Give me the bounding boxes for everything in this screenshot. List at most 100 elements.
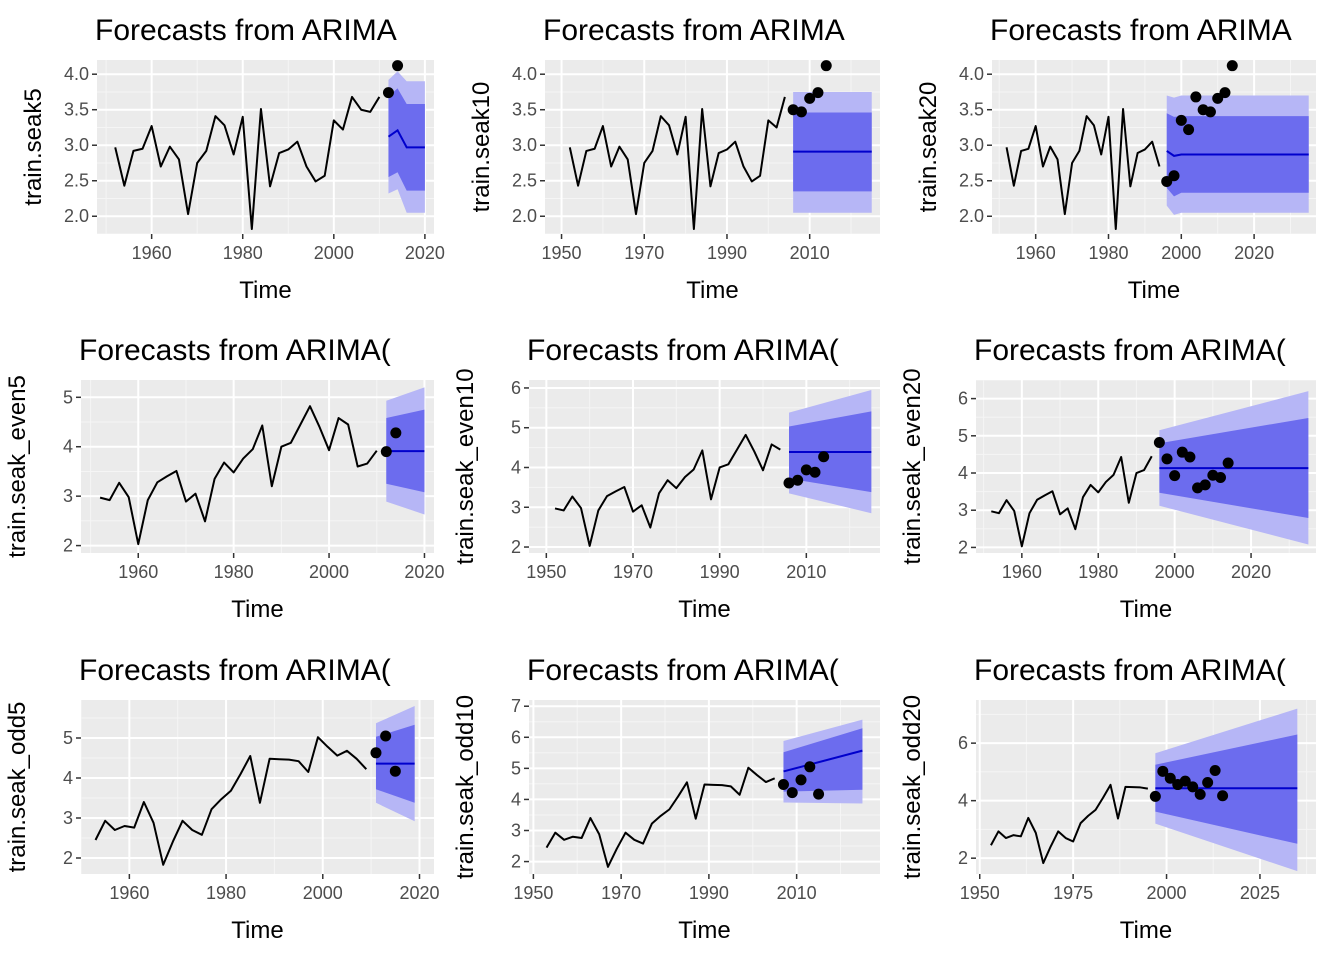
x-axis-title: Time [1128, 277, 1180, 304]
observed-point [1179, 775, 1191, 787]
x-axis-title: Time [231, 596, 283, 623]
observed-point [783, 477, 795, 489]
y-tick-label: 4 [958, 463, 968, 483]
x-tick-label: 1950 [513, 883, 553, 903]
y-tick-label: 3 [958, 500, 968, 520]
chart-title: Forecasts from ARIMA( [527, 334, 839, 367]
x-tick-label: 2010 [790, 243, 830, 263]
observed-point [812, 87, 824, 99]
chart-title: Forecasts from ARIMA [95, 14, 397, 47]
training-series-line [94, 736, 368, 866]
observed-point [380, 730, 392, 742]
x-tick-label: 2000 [303, 883, 343, 903]
y-tick-label: 4 [511, 457, 521, 477]
x-tick-label: 1960 [1002, 562, 1042, 582]
y-tick-label: 2 [63, 536, 73, 556]
observed-point [1219, 87, 1231, 99]
x-tick-label: 2025 [1240, 883, 1280, 903]
x-tick-label: 1980 [214, 562, 254, 582]
x-tick-label: 1950 [542, 243, 582, 263]
x-tick-label: 1975 [1053, 883, 1093, 903]
y-axis-title: train.seak_odd10 [452, 695, 479, 879]
observed-point [1226, 60, 1238, 72]
x-tick-label: 2020 [1234, 243, 1274, 263]
training-series-line [568, 96, 786, 231]
observed-point [380, 446, 392, 458]
x-tick-label: 1960 [118, 562, 158, 582]
y-tick-label: 2.0 [512, 206, 537, 226]
observed-point [1157, 765, 1169, 777]
observed-point [1169, 470, 1181, 482]
x-tick-label: 1960 [109, 883, 149, 903]
y-axis-title: train.seak_odd5 [4, 702, 31, 873]
chart-panel-4: 2 3 4 5 1960 1980 2000 2020 Time train.seak_even5… [4, 334, 444, 623]
observed-point [800, 464, 812, 476]
x-tick-label: 2000 [1155, 562, 1195, 582]
y-tick-label: 6 [511, 378, 521, 398]
observed-point [813, 788, 825, 800]
chart-panel-3: 2.0 2.5 3.0 3.5 4.0 1960 1980 2000 2020 Time train… [915, 14, 1316, 304]
x-tick-label: 1950 [526, 562, 566, 582]
x-tick-label: 1970 [624, 243, 664, 263]
y-tick-label: 6 [958, 733, 968, 753]
y-tick-label: 3 [63, 808, 73, 828]
observed-point [1199, 479, 1211, 491]
observed-point [1187, 781, 1199, 793]
grid [81, 700, 434, 874]
observed-point [1194, 788, 1206, 800]
y-tick-label: 3.0 [959, 135, 984, 155]
chart-title: Forecasts from ARIMA( [974, 654, 1286, 687]
observed-point [1217, 790, 1229, 802]
panel-background [81, 380, 434, 553]
y-tick-label: 7 [511, 696, 521, 716]
x-tick-label: 1980 [206, 883, 246, 903]
observed-point [1202, 777, 1214, 789]
y-tick-label: 3.0 [64, 135, 89, 155]
y-tick-label: 2 [511, 537, 521, 557]
y-tick-label: 4.0 [64, 64, 89, 84]
training-series-line [99, 405, 378, 546]
chart-panel-6: 2 3 4 5 6 1960 1980 2000 2020 Time train.seak_even… [899, 334, 1316, 623]
y-tick-label: 5 [958, 426, 968, 446]
observed-point [795, 774, 807, 786]
y-axis-title: train.seak_even20 [899, 368, 926, 564]
y-tick-label: 4 [63, 768, 73, 788]
y-tick-label: 3 [63, 486, 73, 506]
x-axis-title: Time [686, 277, 738, 304]
y-tick-label: 3.5 [512, 100, 537, 120]
x-axis-title: Time [1120, 596, 1172, 623]
forecast-mean-line [1166, 150, 1309, 157]
y-tick-label: 6 [511, 727, 521, 747]
y-axis-title: train.seak20 [915, 82, 942, 213]
y-tick-label: 6 [958, 389, 968, 409]
y-tick-label: 2 [63, 848, 73, 868]
y-tick-label: 5 [63, 728, 73, 748]
chart-title: Forecasts from ARIMA [990, 14, 1292, 47]
observed-point [820, 60, 832, 72]
x-tick-label: 2020 [404, 562, 444, 582]
y-tick-label: 2.0 [959, 206, 984, 226]
observed-point [389, 765, 401, 777]
observed-point [382, 87, 394, 99]
x-tick-label: 2010 [777, 883, 817, 903]
prediction-interval-80 [388, 88, 425, 191]
x-tick-label: 1980 [223, 243, 263, 263]
y-axis-title: train.seak5 [20, 88, 47, 205]
chart-panel-1: 2.0 2.5 3.0 3.5 4.0 1960 1980 2000 2020 Time train… [20, 14, 445, 304]
x-tick-label: 1980 [1088, 243, 1128, 263]
observed-point [809, 466, 821, 478]
observed-point [1161, 453, 1173, 465]
observed-point [1209, 764, 1221, 776]
x-axis-title: Time [231, 917, 283, 944]
y-tick-label: 2 [958, 848, 968, 868]
y-axis-title: train.seak_even5 [4, 375, 31, 558]
training-series-line [545, 766, 776, 868]
y-tick-label: 2.5 [512, 171, 537, 191]
y-tick-label: 4 [958, 791, 968, 811]
x-tick-label: 2000 [1161, 243, 1201, 263]
observed-point [1222, 457, 1234, 469]
observed-point [1153, 437, 1165, 449]
y-tick-label: 4 [511, 789, 521, 809]
observed-point [370, 747, 382, 759]
